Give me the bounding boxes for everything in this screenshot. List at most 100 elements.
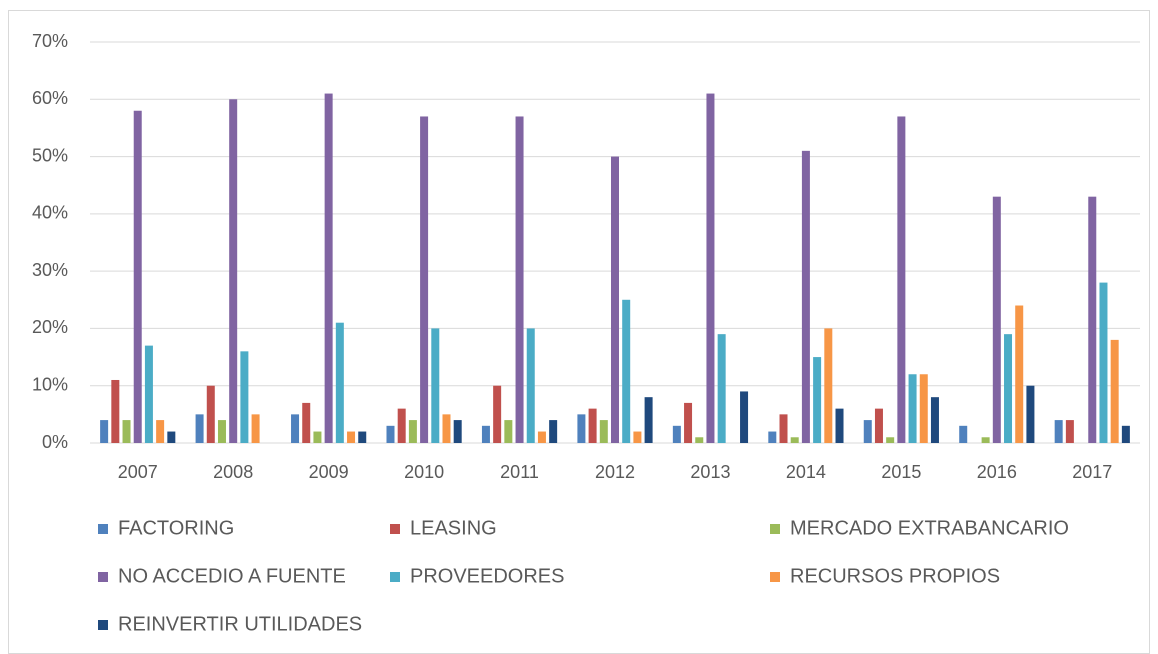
- bar: [133, 110, 142, 443]
- x-tick-label: 2010: [404, 462, 444, 482]
- bar: [537, 431, 546, 443]
- legend-swatch: [98, 524, 108, 534]
- y-tick-label: 20%: [32, 317, 68, 337]
- legend-swatch: [770, 524, 780, 534]
- y-tick-label: 50%: [32, 145, 68, 165]
- bar: [442, 414, 451, 443]
- bar: [206, 385, 215, 443]
- bar: [874, 408, 883, 443]
- bar: [824, 328, 833, 443]
- bar: [335, 322, 344, 443]
- bar: [324, 93, 333, 444]
- bar: [291, 414, 300, 443]
- bar: [863, 420, 872, 443]
- x-tick-label: 2015: [881, 462, 921, 482]
- bar: [644, 397, 653, 443]
- legend-label: MERCADO EXTRABANCARIO: [790, 517, 1069, 539]
- legend-label: RECURSOS PROPIOS: [790, 565, 1000, 587]
- bar: [897, 116, 906, 443]
- x-tick-label: 2016: [977, 462, 1017, 482]
- bar: [1088, 196, 1097, 443]
- bar: [217, 420, 226, 443]
- bar: [347, 431, 356, 443]
- bar: [453, 420, 462, 443]
- y-tick-label: 0%: [42, 432, 68, 452]
- legend-swatch: [98, 620, 108, 630]
- legend-swatch: [770, 572, 780, 582]
- bar: [577, 414, 586, 443]
- bar: [740, 391, 749, 443]
- x-tick-label: 2014: [786, 462, 826, 482]
- bar: [549, 420, 558, 443]
- bar: [504, 420, 513, 443]
- x-tick-label: 2011: [500, 462, 539, 482]
- bar: [835, 408, 844, 443]
- bar: [111, 379, 120, 443]
- chart-border: [8, 10, 1150, 654]
- bar: [240, 351, 249, 443]
- bar: [251, 414, 260, 443]
- legend-swatch: [390, 572, 400, 582]
- bar: [1065, 420, 1074, 443]
- bar: [397, 408, 406, 443]
- bar: [930, 397, 939, 443]
- bar: [420, 116, 429, 443]
- legend-label: FACTORING: [118, 517, 234, 539]
- bar: [813, 357, 822, 443]
- bar: [684, 402, 693, 443]
- bar: [144, 345, 153, 443]
- bar: [611, 156, 619, 444]
- bar: [768, 431, 777, 443]
- y-tick-label: 60%: [32, 88, 68, 108]
- bar: [1015, 305, 1024, 443]
- bar: [801, 150, 810, 444]
- x-tick-label: 2017: [1072, 462, 1112, 482]
- bar: [122, 420, 131, 443]
- x-tick-label: 2009: [309, 462, 349, 482]
- bar: [588, 408, 597, 443]
- legend-label: NO ACCEDIO A FUENTE: [118, 565, 346, 587]
- bar: [302, 402, 311, 443]
- bar: [992, 196, 1001, 443]
- bar: [493, 385, 502, 443]
- bar: [706, 93, 715, 444]
- x-tick-label: 2008: [213, 462, 253, 482]
- y-tick-label: 10%: [32, 374, 68, 394]
- bar: [156, 420, 165, 443]
- bar: [790, 437, 799, 443]
- legend-label: REINVERTIR UTILIDADES: [118, 613, 362, 635]
- bar: [919, 374, 928, 443]
- bar: [779, 414, 788, 443]
- bar: [1004, 334, 1013, 443]
- bar: [526, 328, 535, 443]
- bar: [481, 425, 490, 443]
- bar: [981, 437, 990, 443]
- y-tick-label: 30%: [32, 260, 68, 280]
- bar: [431, 328, 440, 443]
- bar: [167, 431, 176, 443]
- bar: [515, 116, 524, 443]
- bar: [672, 425, 681, 443]
- bar: [1110, 339, 1119, 443]
- x-tick-label: 2013: [690, 462, 730, 482]
- bar: [599, 420, 608, 443]
- bar: [1054, 420, 1063, 443]
- legend-swatch: [390, 524, 400, 534]
- bar: [386, 425, 395, 443]
- bar: [358, 431, 367, 443]
- legend-label: LEASING: [410, 517, 497, 539]
- x-tick-label: 2007: [118, 462, 158, 482]
- bar: [313, 431, 322, 443]
- bar: [1026, 385, 1035, 443]
- legend-label: PROVEEDORES: [410, 565, 564, 587]
- bar: [408, 420, 417, 443]
- bar: [695, 437, 704, 443]
- bar: [633, 431, 642, 443]
- bar: [959, 425, 968, 443]
- legend-swatch: [98, 572, 108, 582]
- bar: [1099, 282, 1108, 443]
- bar: [717, 334, 726, 443]
- bar: [229, 99, 238, 444]
- bar: [908, 374, 917, 443]
